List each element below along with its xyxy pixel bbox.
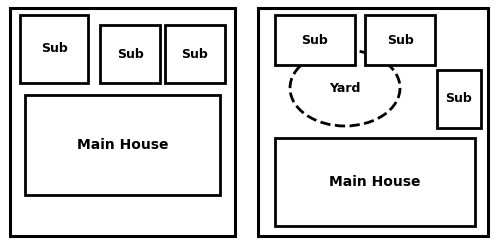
Text: Main House: Main House bbox=[77, 138, 168, 152]
Bar bbox=[10, 8, 235, 236]
Bar bbox=[100, 25, 160, 83]
Bar bbox=[165, 25, 225, 83]
Text: Sub: Sub bbox=[386, 33, 413, 46]
Bar bbox=[275, 15, 355, 65]
Bar bbox=[365, 15, 435, 65]
Text: Sub: Sub bbox=[182, 47, 208, 61]
Bar bbox=[20, 15, 88, 83]
Text: Sub: Sub bbox=[40, 43, 68, 56]
Text: Sub: Sub bbox=[446, 92, 472, 106]
Bar bbox=[437, 70, 481, 128]
Bar bbox=[25, 95, 220, 195]
Text: Sub: Sub bbox=[116, 47, 143, 61]
Text: Sub: Sub bbox=[302, 33, 328, 46]
Text: Main House: Main House bbox=[329, 175, 421, 189]
Bar bbox=[258, 8, 488, 236]
Text: Yard: Yard bbox=[330, 81, 360, 94]
Bar bbox=[275, 138, 475, 226]
